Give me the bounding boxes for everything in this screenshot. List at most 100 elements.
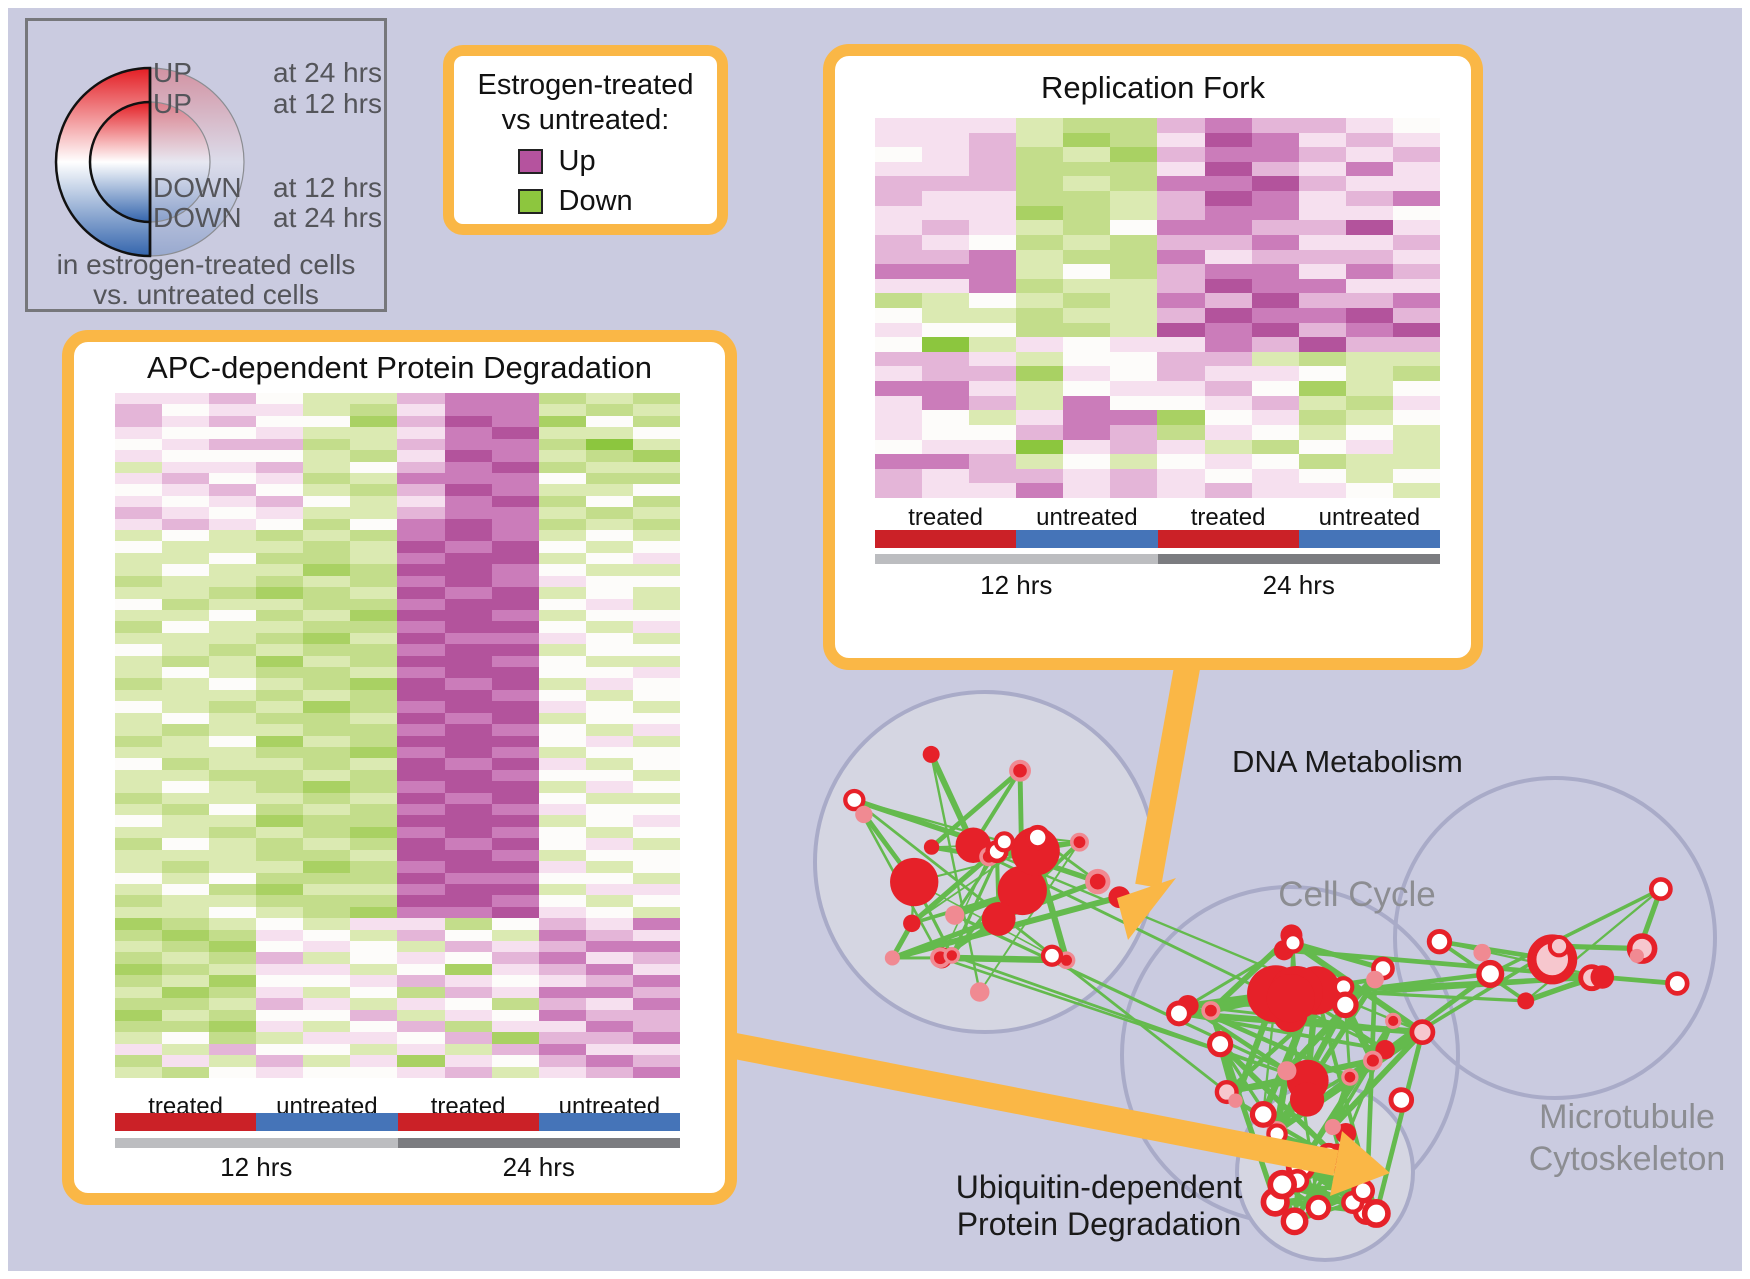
heatmap-cell: [397, 918, 445, 930]
heatmap-cell: [115, 404, 163, 416]
heatmap-cell: [256, 918, 304, 930]
heatmap-cell: [1063, 308, 1111, 323]
heatmap-cell: [397, 883, 445, 896]
ring-down-inner-time: at 12 hrs: [273, 172, 382, 203]
heatmap-cell: [256, 998, 304, 1010]
heatmap-cell: [209, 815, 257, 827]
heatmap-cell: [491, 438, 539, 451]
heatmap-cell: [209, 404, 257, 416]
heatmap-cell: [444, 849, 492, 862]
heatmap-cell: [875, 366, 923, 382]
heatmap-cell: [303, 1009, 351, 1021]
repfork-panel-title: Replication Fork: [1041, 70, 1265, 105]
heatmap-cell: [115, 461, 163, 473]
heatmap-cell: [1204, 249, 1252, 265]
network-node: [1073, 836, 1086, 849]
heatmap-cell: [1204, 308, 1252, 323]
heatmap-cell: [1345, 234, 1393, 250]
heatmap-cell: [1251, 234, 1299, 250]
heatmap-cell: [1298, 293, 1346, 308]
heatmap-cell: [1016, 205, 1064, 221]
network-node: [1025, 824, 1051, 851]
heatmap-cell: [632, 906, 680, 919]
heatmap-cell: [444, 644, 492, 656]
heatmap-cell: [162, 998, 210, 1010]
heatmap-cell: [632, 564, 680, 576]
heatmap-cell: [444, 450, 492, 462]
heatmap-cell: [115, 644, 163, 656]
heatmap-cell: [1392, 483, 1440, 498]
ring-up-inner-time: at 12 hrs: [273, 88, 382, 119]
heatmap-cell: [209, 998, 257, 1010]
heatmap-cell: [115, 929, 163, 941]
heatmap-cell: [491, 849, 539, 862]
heatmap-cell: [1392, 410, 1440, 425]
heatmap-cell: [1110, 176, 1158, 192]
heatmap-cell: [162, 632, 210, 645]
heatmap-cell: [969, 439, 1017, 455]
heatmap-cell: [875, 234, 923, 250]
heatmap-cell: [162, 975, 210, 987]
heatmap-cell: [444, 427, 492, 439]
heatmap-cell: [256, 895, 304, 907]
heatmap-cell: [1298, 395, 1346, 411]
up-label: Up: [558, 145, 596, 177]
heatmap-cell: [1204, 205, 1252, 221]
heatmap-cell: [969, 351, 1017, 367]
heatmap-cell: [256, 587, 304, 599]
heatmap-cell: [875, 483, 923, 498]
heatmap-cell: [303, 895, 351, 907]
heatmap-cell: [1063, 220, 1111, 235]
heatmap-cell: [209, 530, 257, 542]
heatmap-cell: [491, 632, 539, 645]
heatmap-cell: [1110, 308, 1158, 323]
condition-bar-segment: [1298, 530, 1440, 548]
heatmap-cell: [303, 963, 351, 976]
heatmap-cell: [632, 929, 680, 941]
heatmap-cell: [1110, 278, 1158, 294]
network-node: [1277, 1061, 1297, 1081]
condition-bar-segment: [115, 1113, 257, 1131]
heatmap-cell: [256, 883, 304, 896]
heatmap-cell: [397, 564, 445, 576]
heatmap-cell: [585, 724, 633, 736]
heatmap-cell: [875, 118, 923, 133]
heatmap-cell: [491, 587, 539, 599]
network-node: [1473, 943, 1491, 962]
heatmap-cell: [1110, 220, 1158, 235]
heatmap-cell: [969, 410, 1017, 425]
heatmap-cell: [538, 518, 586, 530]
heatmap-cell: [115, 530, 163, 542]
heatmap-cell: [350, 724, 398, 736]
heatmap-cell: [875, 395, 923, 411]
heatmap-cell: [209, 541, 257, 553]
heatmap-cell: [1110, 132, 1158, 148]
heatmap-cell: [1345, 132, 1393, 148]
heatmap-cell: [632, 472, 680, 485]
network-edge: [910, 854, 991, 926]
apc-time-labels: 12 hrs 24 hrs: [115, 1152, 680, 1184]
heatmap-cell: [875, 161, 923, 177]
heatmap-cell: [1157, 454, 1205, 469]
heatmap-cell: [1251, 205, 1299, 221]
heatmap-cell: [115, 507, 163, 519]
heatmap-cell: [350, 518, 398, 530]
heatmap-cell: [444, 758, 492, 770]
ring-down-outer-time: at 24 hrs: [273, 202, 382, 233]
heatmap-cell: [585, 1009, 633, 1021]
heatmap-cell: [256, 1043, 304, 1056]
heatmap-cell: [209, 552, 257, 565]
heatmap-cell: [491, 495, 539, 508]
time-bar-segment: [115, 1138, 398, 1148]
heatmap-cell: [350, 883, 398, 896]
heatmap-cell: [303, 838, 351, 850]
heatmap-cell: [632, 804, 680, 816]
heatmap-cell: [303, 598, 351, 610]
heatmap-cell: [162, 746, 210, 759]
heatmap-cell: [491, 427, 539, 439]
heatmap-cell: [538, 598, 586, 610]
heatmap-cell: [1016, 161, 1064, 177]
heatmap-cell: [1298, 322, 1346, 338]
heatmap-cell: [397, 621, 445, 633]
heatmap-cell: [969, 395, 1017, 411]
